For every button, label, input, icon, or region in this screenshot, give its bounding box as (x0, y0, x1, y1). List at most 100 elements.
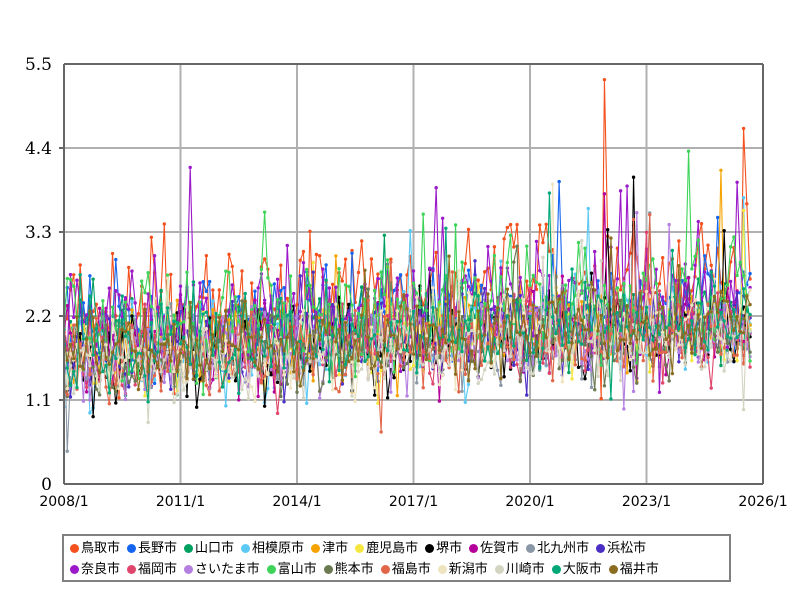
series-marker (214, 311, 218, 316)
series-marker (259, 381, 264, 385)
series-marker (104, 385, 108, 389)
series-marker (505, 225, 510, 230)
series-marker (505, 345, 510, 349)
series-marker (696, 360, 700, 364)
series-marker (411, 352, 416, 356)
series-marker (654, 281, 658, 286)
legend-item-福井市[interactable]: 福井市 (608, 563, 659, 576)
series-marker (686, 315, 691, 319)
legend-item-鳥取市[interactable]: 鳥取市 (70, 542, 120, 555)
series-marker (214, 358, 218, 362)
series-marker (550, 315, 555, 319)
series-marker (563, 333, 568, 337)
series-marker (227, 310, 231, 314)
legend-item-label: 相模原市 (252, 541, 305, 556)
series-marker (104, 343, 108, 347)
series-marker (143, 302, 147, 306)
series-marker (149, 235, 154, 239)
series-marker (709, 270, 713, 274)
series-marker (337, 327, 341, 332)
series-marker (735, 314, 739, 319)
legend-item-津市[interactable]: 津市 (311, 542, 348, 555)
legend-item-佐賀市[interactable]: 佐賀市 (469, 542, 519, 555)
series-marker (525, 393, 529, 397)
legend-item-熊本市[interactable]: 熊本市 (323, 563, 374, 576)
legend-item-富山市[interactable]: 富山市 (266, 563, 317, 576)
legend-item-label: 長野市 (138, 541, 178, 556)
series-marker (156, 366, 160, 370)
legend-item-福岡市[interactable]: 福岡市 (127, 563, 177, 576)
series-marker (696, 219, 700, 224)
series-marker (230, 343, 234, 348)
legend-item-奈良市[interactable]: 奈良市 (70, 563, 120, 576)
series-marker (699, 302, 704, 306)
series-marker (94, 326, 99, 331)
legend-item-新潟市[interactable]: 新潟市 (437, 563, 488, 576)
series-marker (152, 373, 157, 378)
series-marker (340, 279, 345, 283)
series-marker (107, 391, 112, 395)
legend-item-相模原市[interactable]: 相模原市 (241, 542, 304, 555)
series-marker (466, 284, 471, 289)
series-marker (182, 339, 186, 343)
legend-item-川崎市[interactable]: 川崎市 (494, 563, 545, 576)
series-marker (72, 315, 76, 320)
series-marker (172, 319, 176, 324)
series-marker (657, 282, 662, 286)
series-marker (431, 343, 435, 347)
series-marker (282, 349, 286, 353)
series-marker (631, 309, 636, 313)
series-marker (159, 332, 163, 336)
series-marker (130, 323, 134, 328)
legend-item-堺市[interactable]: 堺市 (425, 542, 462, 555)
series-marker (285, 354, 289, 358)
legend-item-さいたま市[interactable]: さいたま市 (184, 563, 260, 576)
series-marker (130, 297, 134, 301)
series-marker (525, 358, 529, 363)
legend-item-長野市[interactable]: 長野市 (127, 542, 177, 555)
series-marker (130, 269, 134, 273)
series-marker (88, 353, 92, 358)
series-marker (463, 280, 467, 285)
series-marker (295, 340, 299, 345)
series-marker (560, 343, 565, 347)
series-marker (719, 352, 723, 356)
series-marker (725, 283, 730, 287)
series-marker (72, 284, 76, 289)
series-marker (72, 356, 76, 361)
series-marker (437, 300, 442, 304)
series-marker (696, 238, 700, 242)
series-marker (538, 268, 542, 273)
series-marker (130, 308, 134, 312)
ytick-label: 4.4 (25, 139, 52, 159)
series-marker (405, 348, 409, 353)
series-marker (622, 364, 626, 368)
series-marker (450, 339, 455, 344)
legend-item-山口市[interactable]: 山口市 (184, 542, 234, 555)
series-marker (541, 240, 545, 245)
legend-item-福島市[interactable]: 福島市 (380, 563, 431, 576)
series-marker (72, 391, 76, 396)
series-marker (725, 341, 730, 345)
series-marker (65, 392, 69, 397)
series-marker (279, 296, 283, 301)
series-marker (547, 191, 552, 195)
series-marker (466, 268, 471, 272)
series-marker (719, 289, 723, 294)
series-marker (308, 333, 312, 338)
legend-item-鹿児島市[interactable]: 鹿児島市 (355, 542, 418, 555)
legend-item-北九州市[interactable]: 北九州市 (526, 542, 589, 555)
series-marker (703, 270, 707, 274)
series-marker (748, 312, 752, 317)
series-marker (146, 370, 150, 374)
series-marker (317, 389, 322, 393)
legend-item-大阪市[interactable]: 大阪市 (551, 563, 602, 576)
legend-item-浜松市[interactable]: 浜松市 (596, 542, 646, 555)
series-marker (651, 257, 655, 261)
series-marker (146, 400, 150, 404)
series-marker (550, 182, 555, 186)
series-marker (220, 316, 225, 320)
series-marker (589, 280, 594, 285)
series-marker (398, 273, 403, 277)
series-marker (217, 389, 222, 393)
